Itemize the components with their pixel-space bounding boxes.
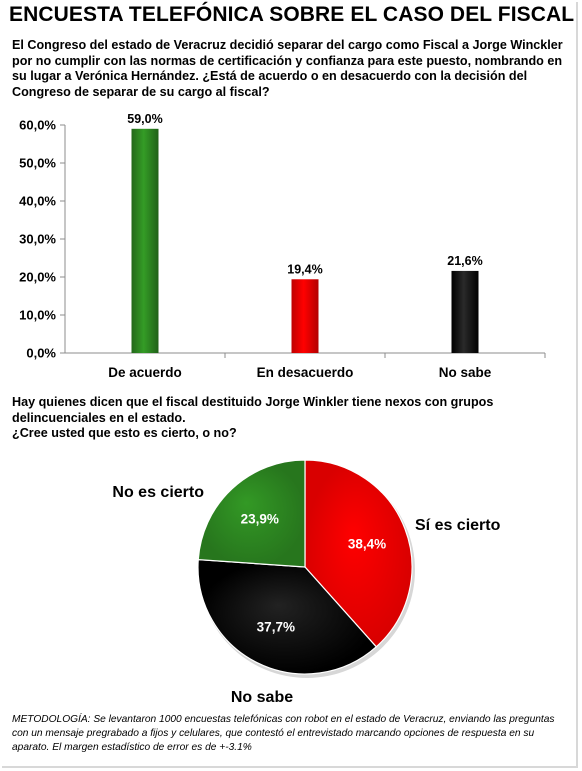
y-tick-label: 20,0% (19, 270, 56, 285)
methodology-note: METODOLOGÍA: Se levantaron 1000 encuesta… (12, 714, 555, 753)
pie-value-label: 23,9% (241, 511, 279, 526)
bar (131, 128, 159, 353)
pie-category-label: Sí es cierto (415, 517, 501, 534)
pie-value-label: 38,4% (348, 536, 386, 551)
pie-category-label: No es cierto (112, 484, 204, 501)
y-tick-label: 40,0% (19, 194, 56, 209)
x-category-label: En desacuerdo (257, 365, 354, 380)
y-tick-label: 10,0% (19, 308, 56, 323)
pie-value-label: 37,7% (257, 620, 295, 635)
y-tick-label: 60,0% (19, 118, 56, 133)
question-2: Hay quienes dicen que el fiscal destitui… (12, 395, 532, 442)
x-category-label: No sabe (439, 365, 492, 380)
question-1: El Congreso del estado de Veracruz decid… (12, 38, 563, 99)
bar (451, 270, 479, 353)
y-tick-label: 0,0% (26, 346, 56, 361)
x-category-label: De acuerdo (108, 365, 182, 380)
question-2-ask: ¿Cree usted que esto es cierto, o no? (12, 426, 237, 440)
y-tick-label: 50,0% (19, 156, 56, 171)
bar-chart: 0,0% 10,0% 20,0% 30,0% 40,0% 50,0% 60,0% 59,0% D… (19, 112, 546, 380)
question-2-statement: Hay quienes dicen que el fiscal destitui… (12, 395, 494, 425)
bar-value-label: 59,0% (127, 112, 162, 126)
bar-value-label: 21,6% (447, 254, 482, 268)
pie-category-label: No sabe (231, 689, 293, 706)
bar (291, 279, 319, 353)
page-title: ENCUESTA TELEFÓNICA SOBRE EL CASO DEL FI… (9, 3, 575, 26)
y-tick-label: 30,0% (19, 232, 56, 247)
pie-chart: 38,4% 37,7% 23,9% Sí es cierto No sabe No es … (112, 459, 501, 706)
bar-value-label: 19,4% (287, 262, 322, 276)
pie-slice (304, 459, 413, 648)
pie-slice (197, 558, 378, 675)
pie-slice (197, 459, 306, 568)
